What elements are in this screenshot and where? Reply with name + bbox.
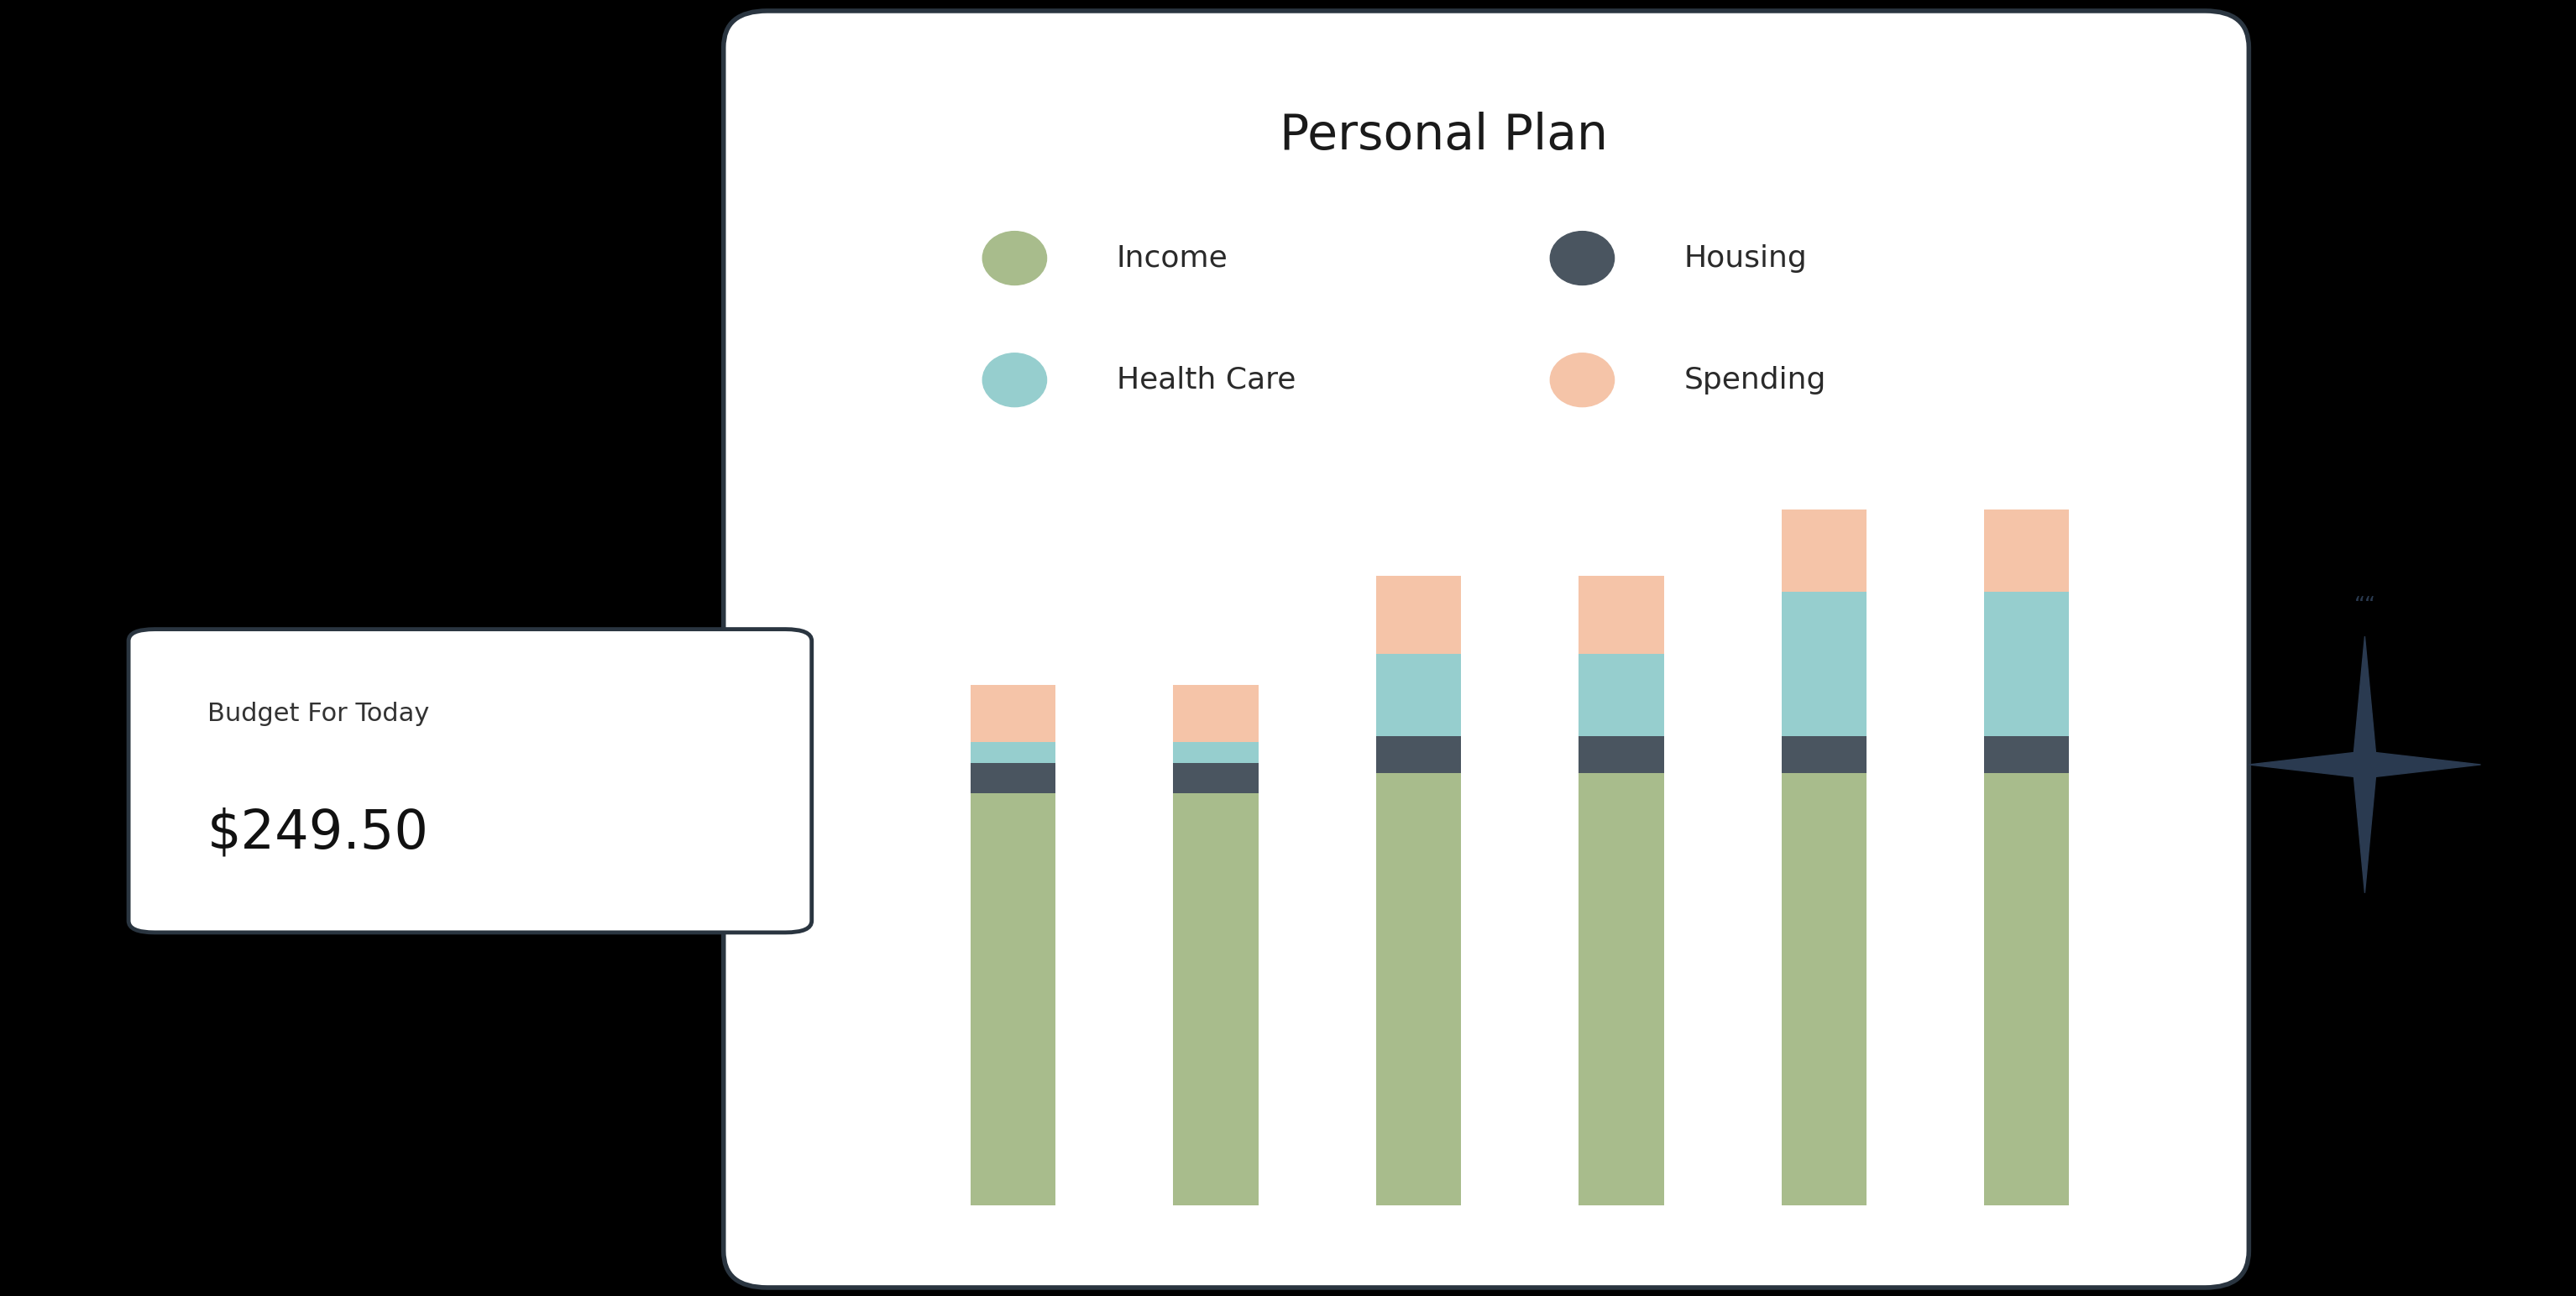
Bar [1783,772,1868,1205]
Bar [1172,793,1257,1205]
Bar [1579,736,1664,772]
Bar [1783,736,1868,772]
Text: ““: ““ [2354,595,2375,616]
Bar [1376,575,1461,653]
Bar [1376,653,1461,736]
Bar [1376,772,1461,1205]
FancyBboxPatch shape [724,10,2249,1288]
Bar [1579,772,1664,1205]
Text: Health Care: Health Care [1115,365,1296,394]
Text: $249.50: $249.50 [206,807,430,859]
Bar [1984,772,2069,1205]
Text: Personal Plan: Personal Plan [1280,111,1607,159]
Bar [1579,575,1664,653]
Circle shape [1551,232,1615,285]
Text: Income: Income [1115,244,1229,272]
Bar [1376,736,1461,772]
Circle shape [1551,354,1615,407]
Bar [1783,509,1868,592]
Bar [971,763,1056,793]
Bar [971,743,1056,763]
Bar [1984,592,2069,736]
Bar [1172,743,1257,763]
Text: Budget For Today: Budget For Today [206,701,430,726]
Bar [971,793,1056,1205]
Bar [1984,509,2069,592]
Text: Housing: Housing [1685,244,1808,272]
Bar [1172,684,1257,743]
Bar [971,684,1056,743]
Bar [1172,763,1257,793]
Circle shape [981,232,1046,285]
Circle shape [981,354,1046,407]
Bar [1783,592,1868,736]
Bar [1984,736,2069,772]
Polygon shape [2249,636,2481,893]
Bar [1579,653,1664,736]
FancyBboxPatch shape [129,629,811,933]
Text: Spending: Spending [1685,365,1826,394]
